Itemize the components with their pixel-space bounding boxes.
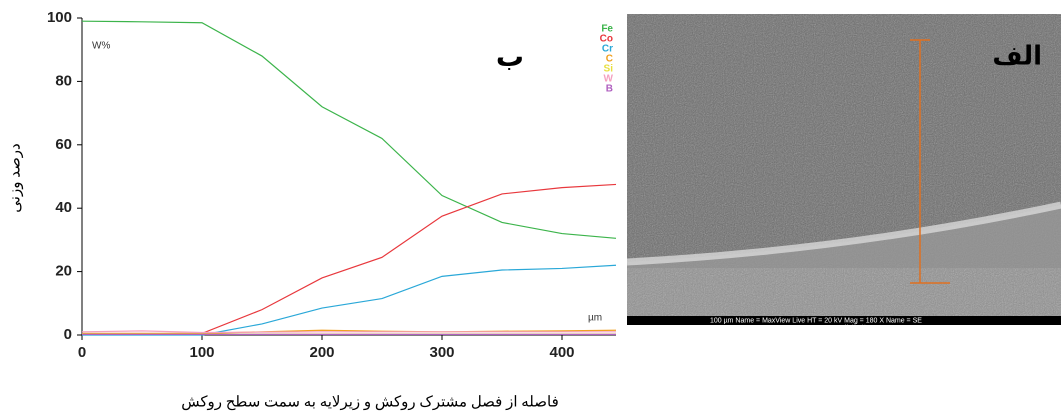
legend-entry: Fe bbox=[601, 24, 613, 35]
x-tick-label: 100 bbox=[189, 344, 214, 361]
annotation: µm bbox=[588, 313, 602, 324]
sem-image: 100 µm Name = MaxView Live HT = 20 kV Ma… bbox=[627, 14, 1061, 328]
legend-entry: Si bbox=[604, 64, 614, 75]
y-tick-label: 20 bbox=[55, 263, 72, 280]
x-tick-label: 400 bbox=[549, 344, 574, 361]
x-tick-label: 300 bbox=[429, 344, 454, 361]
legend-entry: Cr bbox=[602, 44, 613, 55]
line-series bbox=[82, 329, 617, 335]
scale-bar: 100 µm Name = MaxView Live HT = 20 kV Ma… bbox=[710, 317, 922, 324]
legend-entry: B bbox=[606, 84, 613, 95]
annotation: W% bbox=[92, 41, 110, 52]
image-label: الف bbox=[992, 42, 1042, 72]
legend-entry: Co bbox=[600, 34, 613, 45]
line-series bbox=[81, 20, 617, 239]
annotation: ب bbox=[496, 40, 524, 73]
x-tick-label: 0 bbox=[78, 344, 86, 361]
y-tick-label: 0 bbox=[64, 326, 72, 343]
image-footer: MaxView Live bbox=[845, 323, 870, 328]
x-tick-label: 200 bbox=[309, 344, 334, 361]
y-tick-label: 100 bbox=[47, 9, 72, 26]
y-axis-label: درصد وزنی bbox=[7, 143, 23, 212]
legend-entry: C bbox=[606, 54, 613, 65]
y-tick-label: 60 bbox=[55, 136, 72, 153]
line-series bbox=[81, 330, 616, 334]
legend-entry: W bbox=[604, 74, 614, 85]
y-tick-label: 80 bbox=[55, 72, 72, 89]
y-tick-label: 40 bbox=[55, 199, 72, 216]
line-series bbox=[82, 183, 617, 335]
line-series bbox=[82, 264, 617, 336]
x-axis-label: فاصله از فصل مشترک روکش و زیرلایه به سمت… bbox=[181, 394, 559, 410]
